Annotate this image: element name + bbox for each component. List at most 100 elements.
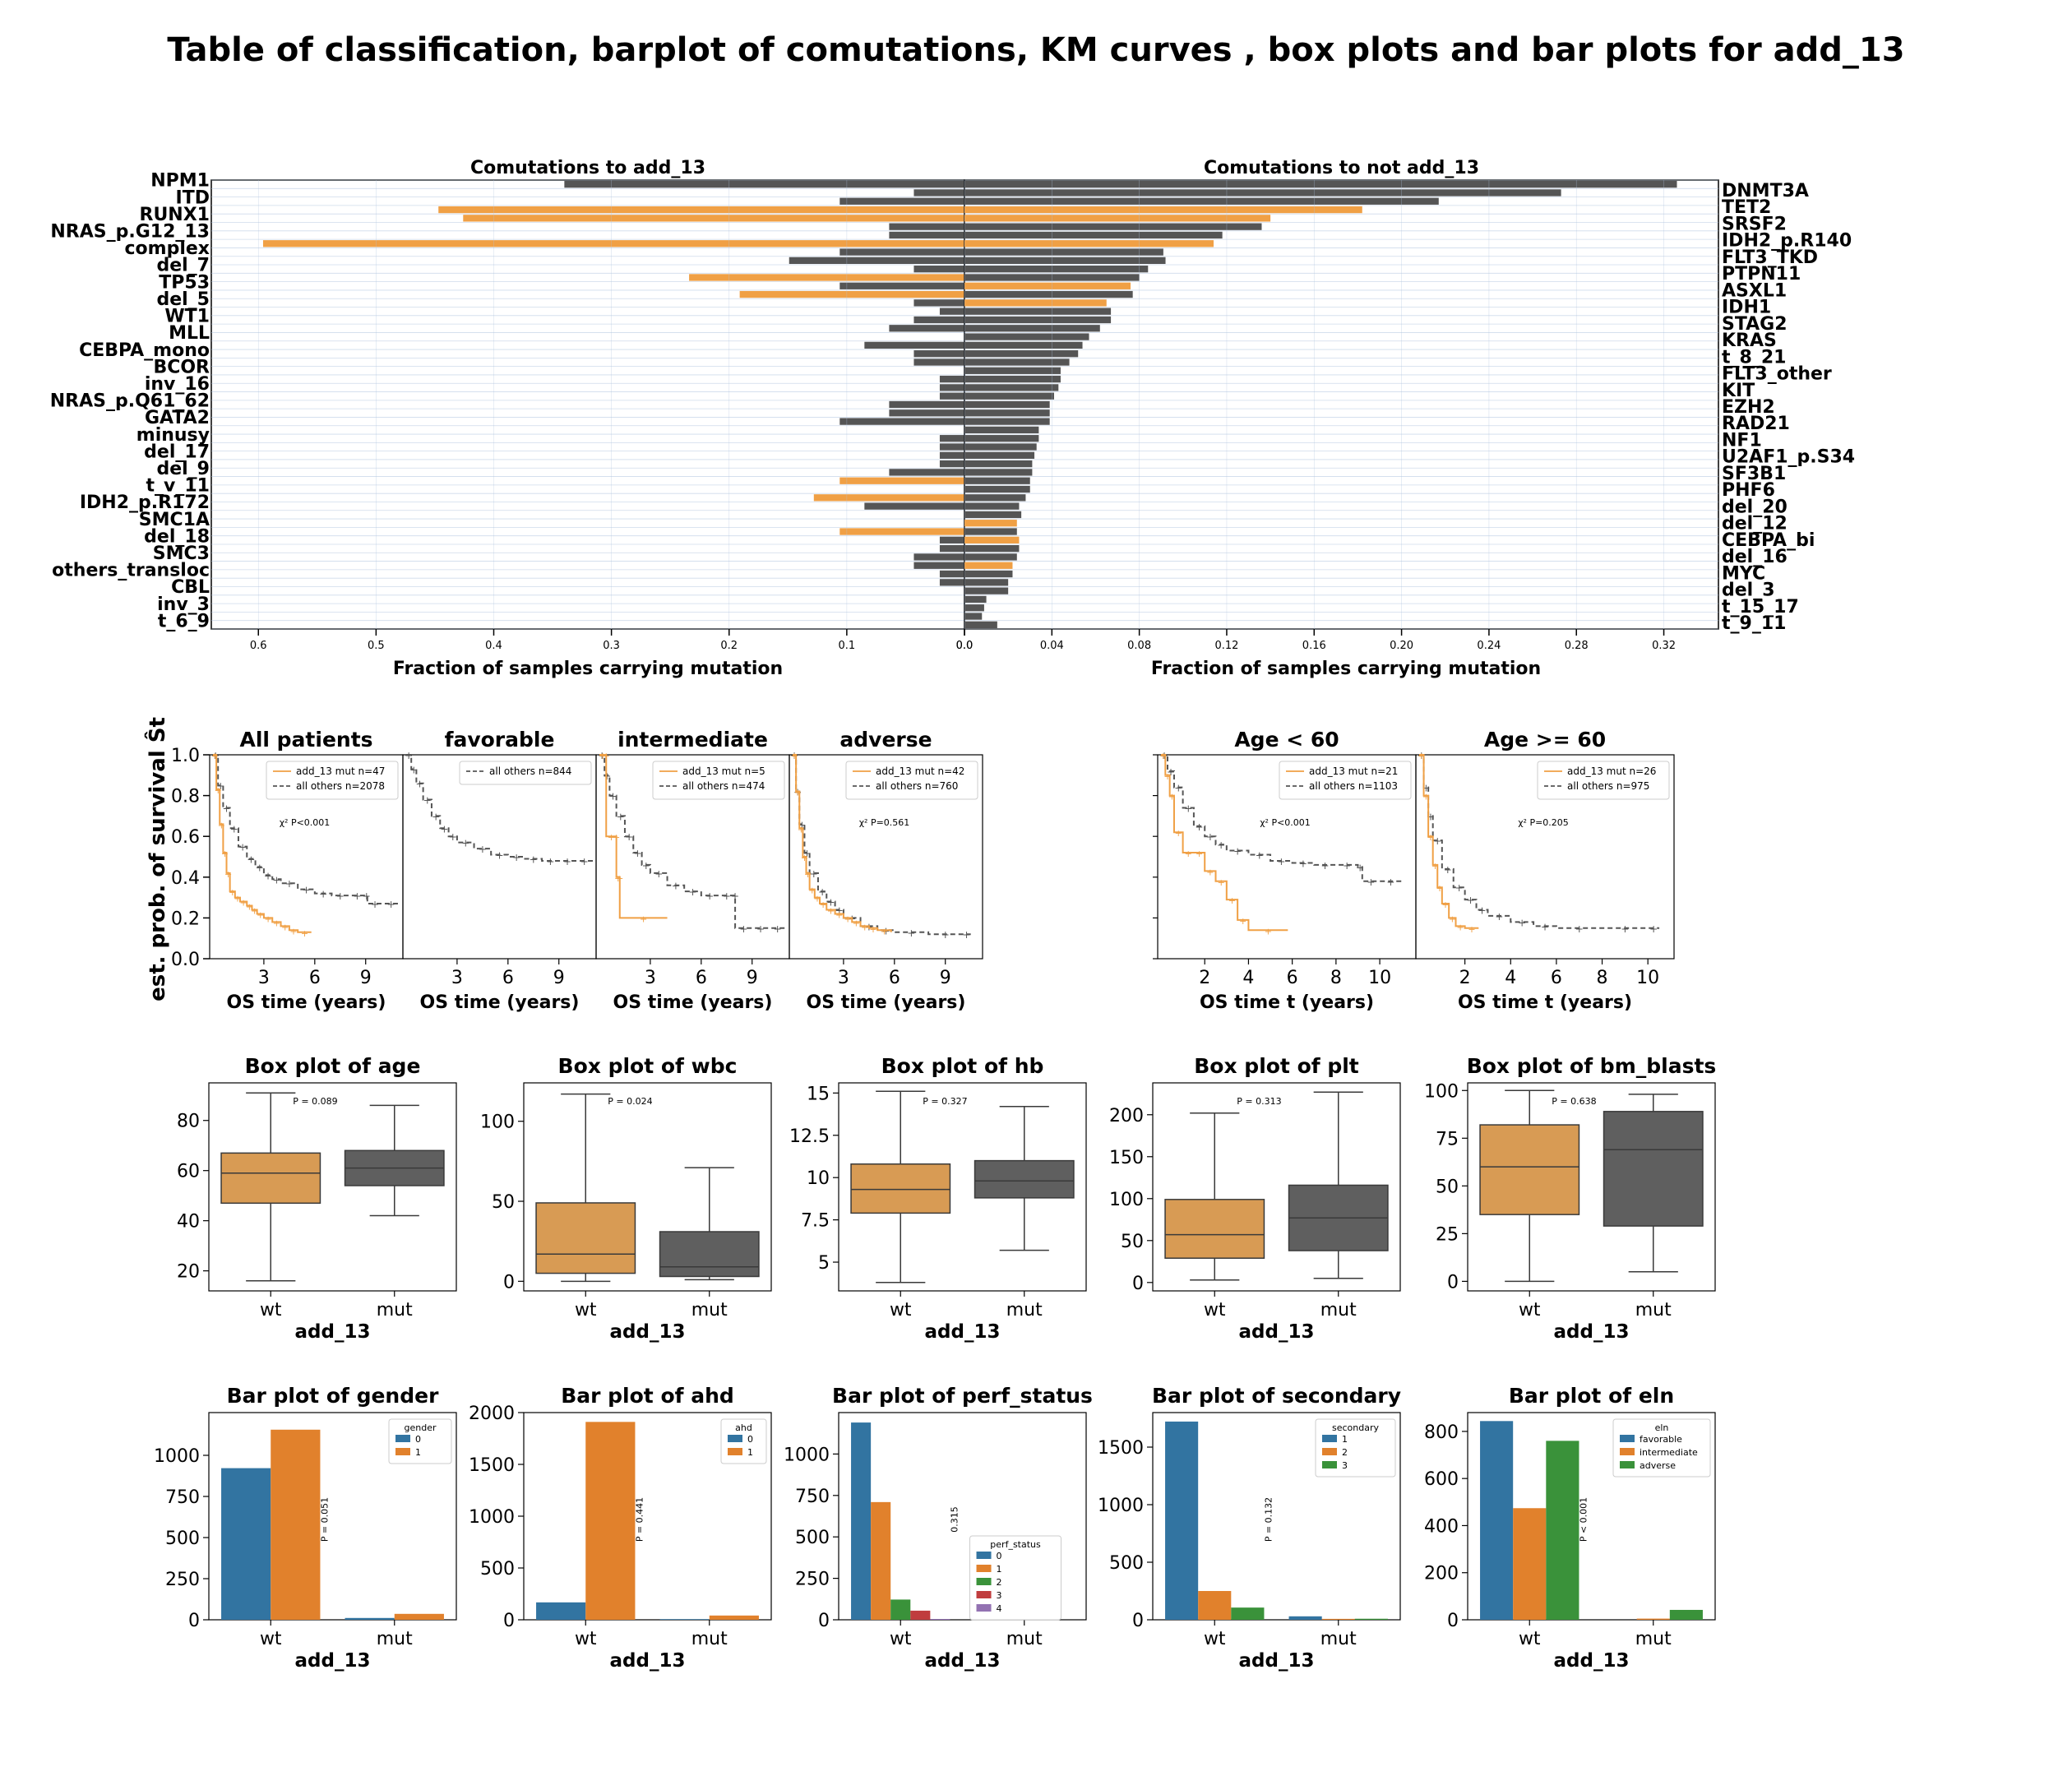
km-censor-mark: +	[603, 770, 611, 782]
km-censor-mark-mut: +	[289, 926, 297, 937]
km-censor-mark: +	[1478, 904, 1486, 916]
comut-right-category-label: TET2	[1722, 197, 1771, 218]
barplot-title: Bar plot of eln	[1509, 1384, 1674, 1408]
km-censor-mark-mut: +	[1468, 924, 1475, 935]
comut-left-category-label: CBL	[171, 577, 210, 598]
comut-right-tick-label: 0.20	[1390, 640, 1413, 652]
comut-right-category-label: PTPN11	[1722, 264, 1801, 284]
comut-right-bar	[964, 308, 1112, 315]
comut-left-bar	[839, 477, 964, 484]
boxplot-ytick-label: 60	[177, 1162, 200, 1182]
km-curve-mut	[213, 754, 312, 933]
barplot-title: Bar plot of ahd	[561, 1384, 734, 1408]
km-censor-mark: +	[371, 899, 379, 910]
km-censor-mark-mut: +	[1418, 751, 1425, 761]
comut-left-category-label: del_5	[156, 289, 210, 310]
km-censor-mark: +	[642, 860, 650, 872]
boxplot-category-label: wt	[575, 1300, 597, 1320]
barplot-legend-label: 1	[747, 1447, 753, 1458]
comut-right-bar	[964, 375, 1061, 383]
km-censor-mark-mut: +	[608, 832, 615, 843]
km-censor-mark-mut: +	[1436, 883, 1443, 894]
km-legend-label: all others n=1103	[1309, 780, 1398, 792]
km-censor-mark: +	[1217, 839, 1225, 851]
barplot-bar	[851, 1422, 872, 1620]
comut-right-bar	[964, 231, 1223, 239]
barplot-legend-swatch	[1620, 1461, 1635, 1468]
barplot-legend-label: 1	[415, 1447, 421, 1458]
km-censor-mark-mut: +	[257, 909, 264, 920]
comut-left-bar	[463, 215, 964, 222]
comut-left-bar	[839, 418, 964, 425]
barplot-ytick-label: 750	[795, 1487, 830, 1507]
barplot-legend-title: gender	[405, 1422, 437, 1433]
km-censor-mark-mut: +	[603, 751, 610, 761]
km-censor-mark: +	[705, 890, 714, 902]
comut-right-bar	[964, 435, 1039, 442]
km-xtick-label: 6	[1287, 968, 1298, 988]
km-censor-mark: +	[1233, 846, 1242, 858]
barplot-legend-swatch	[976, 1578, 992, 1585]
km-censor-mark-mut: +	[616, 873, 623, 884]
barplot-category-label: mut	[1320, 1629, 1357, 1649]
boxplot-title: Box plot of wbc	[558, 1054, 738, 1078]
comut-right-category-label: IDH2_p.R140	[1722, 231, 1852, 252]
boxplot-category-label: mut	[1320, 1300, 1357, 1320]
barplot-legend-swatch	[395, 1448, 410, 1455]
km-panel-xlabel: OS time t (years)	[1200, 992, 1374, 1013]
comut-right-bar	[964, 544, 1020, 553]
km-censor-mark: +	[1367, 876, 1375, 888]
km-censor-mark: +	[608, 791, 617, 802]
comut-right-bar	[964, 553, 1017, 561]
comut-left-bar	[939, 451, 964, 459]
km-censor-mark-mut: +	[1239, 916, 1246, 927]
comut-right-tick-label: 0.12	[1214, 640, 1238, 652]
km-censor-mark: +	[633, 848, 641, 859]
barplot-panel: wt mut 0 250 500 750 1000 Bar plot of perf_stat…	[784, 1384, 1093, 1672]
km-censor-mark: +	[580, 856, 589, 867]
comut-left-bar	[889, 400, 964, 409]
barplot-legend-title: eln	[1655, 1422, 1669, 1433]
boxplot-category-label: mut	[377, 1300, 413, 1320]
km-censor-mark-mut: +	[281, 922, 289, 932]
comut-left-bar	[939, 579, 964, 586]
comut-right-bar	[964, 290, 1133, 298]
km-xtick-label: 3	[258, 968, 270, 988]
km-censor-mark-mut: +	[273, 918, 280, 928]
comut-left-bar	[889, 325, 964, 332]
comut-left-category-label: CEBPA_mono	[79, 340, 210, 361]
comut-right-category-label: DNMT3A	[1722, 181, 1809, 201]
barplot-frame	[208, 1412, 457, 1621]
boxplot-ytick-label: 12.5	[789, 1126, 830, 1147]
boxplot-box	[1164, 1199, 1265, 1259]
comut-right-bar	[964, 189, 1561, 197]
comut-left-bar	[839, 248, 964, 256]
comut-left-bar	[913, 553, 964, 561]
km-censor-mark: +	[688, 886, 696, 898]
boxplot-box	[974, 1159, 1075, 1199]
comut-left-bar	[939, 308, 964, 315]
km-xtick-label: 9	[360, 968, 372, 988]
km-panel-xlabel: OS time (years)	[807, 992, 966, 1013]
barplot-xlabel: add_13	[295, 1650, 371, 1672]
km-censor-mark-mut: +	[1441, 900, 1449, 910]
comut-left-bar	[913, 562, 964, 569]
km-ytick-label: 0.0	[171, 950, 200, 970]
comut-right-tick-label: 0.28	[1565, 640, 1589, 652]
boxplot-box	[535, 1202, 636, 1274]
km-censor-mark-mut: +	[229, 887, 236, 898]
km-censor-mark: +	[285, 878, 294, 890]
boxplot-pvalue: P = 0.089	[293, 1096, 337, 1107]
comut-right-bar	[964, 384, 1059, 391]
barplot-panel: wt mut 0 500 1000 1500 2000 Bar plot of ahd add_…	[469, 1384, 772, 1672]
km-censor-mark: +	[1343, 860, 1351, 872]
boxplot-category-label: wt	[1519, 1300, 1541, 1320]
comut-right-tick-label: 0.16	[1302, 640, 1326, 652]
km-legend-box	[652, 761, 785, 800]
comut-left-tick-label: 0.3	[603, 640, 620, 652]
km-censor-mark: +	[1184, 802, 1192, 814]
km-censor-mark: +	[238, 842, 247, 853]
comut-right-category-label: CEBPA_bi	[1722, 530, 1815, 551]
comut-left-bar	[889, 231, 964, 239]
